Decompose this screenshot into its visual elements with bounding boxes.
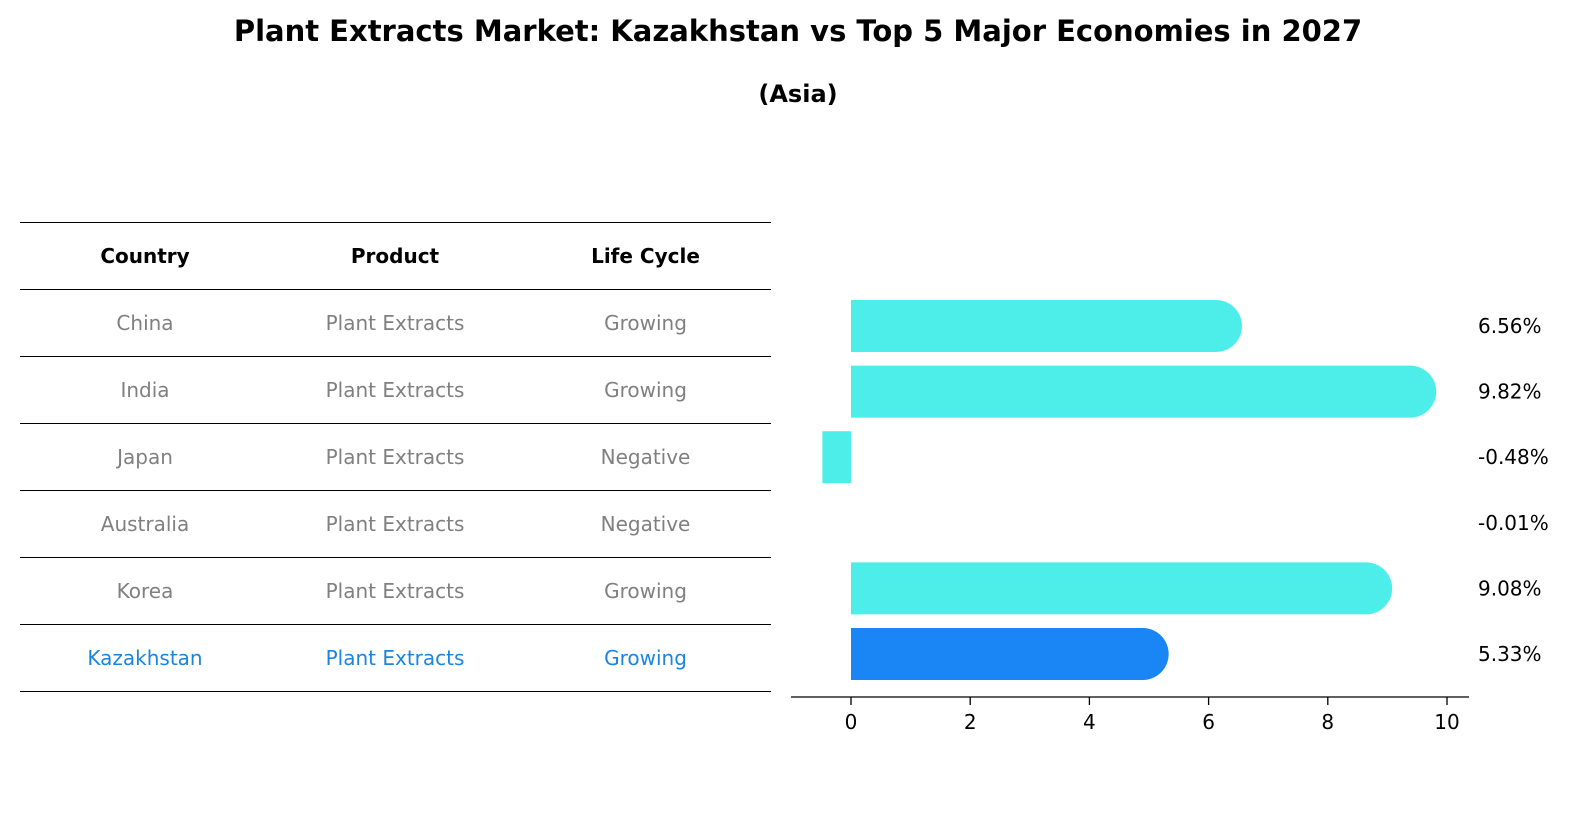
table-row: Korea Plant Extracts Growing: [20, 557, 771, 624]
life-cycle-cell: Negative: [600, 445, 691, 469]
product-cell: Plant Extracts: [325, 378, 465, 402]
data-label: -0.48%: [1478, 445, 1549, 469]
product-cell: Plant Extracts: [325, 311, 465, 335]
country-cell: Korea: [116, 579, 174, 603]
product-cell: Plant Extracts: [325, 445, 465, 469]
table-row: Japan Plant Extracts Negative: [20, 423, 771, 490]
chart-subtitle: (Asia): [758, 80, 838, 108]
life-cycle-cell: Growing: [604, 378, 687, 402]
country-cell: Australia: [100, 512, 190, 536]
data-label: -0.01%: [1478, 511, 1549, 535]
data-table: Country Product Life Cycle China Plant E…: [20, 222, 771, 692]
product-cell: Plant Extracts: [325, 512, 465, 536]
x-tick-label: 0: [845, 710, 858, 734]
x-tick-label: 6: [1202, 710, 1215, 734]
country-cell: Japan: [117, 445, 173, 469]
x-tick-label: 4: [1083, 710, 1096, 734]
header-country: Country: [100, 244, 190, 268]
header-product: Product: [350, 244, 440, 268]
table-header-row: Country Product Life Cycle: [20, 222, 771, 289]
country-cell: Kazakhstan: [87, 646, 203, 670]
life-cycle-cell: Growing: [604, 646, 687, 670]
data-label: 5.33%: [1478, 642, 1542, 666]
x-tick-label: 2: [964, 710, 977, 734]
table-row: China Plant Extracts Growing: [20, 289, 771, 356]
header-life-cycle: Life Cycle: [591, 244, 700, 268]
life-cycle-cell: Negative: [600, 512, 691, 536]
bar: [851, 628, 1169, 680]
bar: [851, 300, 1242, 352]
bar: [851, 365, 1437, 418]
x-tick-label: 8: [1321, 710, 1334, 734]
table-row-highlight: Kazakhstan Plant Extracts Growing: [20, 624, 771, 692]
product-cell: Plant Extracts: [325, 646, 465, 670]
chart-title: Plant Extracts Market: Kazakhstan vs Top…: [233, 14, 1363, 48]
table-row: India Plant Extracts Growing: [20, 356, 771, 423]
country-cell: India: [120, 378, 170, 402]
product-cell: Plant Extracts: [325, 579, 465, 603]
bar: [851, 562, 1393, 615]
x-tick-label: 10: [1434, 710, 1459, 734]
bar: [822, 431, 851, 484]
life-cycle-cell: Growing: [604, 579, 687, 603]
country-cell: China: [116, 311, 174, 335]
data-label: 9.82%: [1478, 380, 1542, 404]
table-row: Australia Plant Extracts Negative: [20, 490, 771, 557]
life-cycle-cell: Growing: [604, 311, 687, 335]
data-label: 9.08%: [1478, 576, 1542, 600]
data-label: 6.56%: [1478, 314, 1542, 338]
